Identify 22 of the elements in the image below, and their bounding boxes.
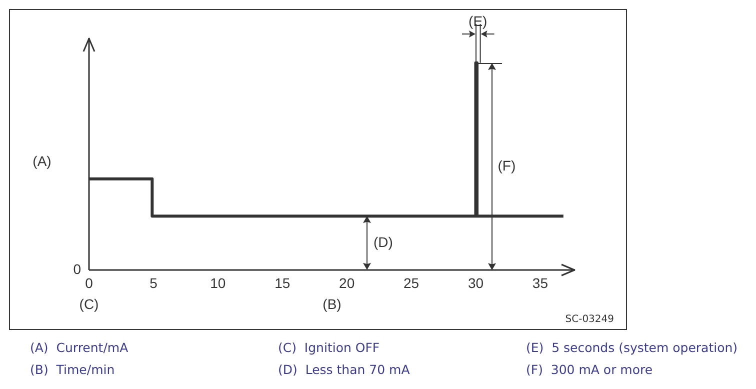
x-tick-label: 15 (274, 274, 290, 291)
x-tick-label: 5 (150, 274, 158, 291)
text: (D) Less than 70 mA (278, 362, 411, 379)
text: 0 (73, 260, 82, 277)
text: (E) 5 seconds (system operation) (526, 340, 739, 357)
text: (A) Current/mA (30, 340, 130, 357)
x-axis-title: (B) (322, 296, 342, 312)
text: (C) (79, 296, 99, 312)
text: (C) Ignition OFF (278, 340, 381, 357)
annotation: (F) (498, 157, 516, 174)
x-tick-label: 35 (532, 274, 548, 291)
x-tick-label: 20 (339, 274, 355, 291)
annotation: (E) (468, 12, 488, 29)
y-axis-title: (A) (32, 152, 52, 169)
x-tick-label: 25 (403, 274, 420, 291)
x-tick-label: 10 (210, 274, 226, 291)
text: (F) 300 mA or more (526, 362, 654, 379)
x-tick-label: 30 (468, 274, 484, 291)
text: (B) Time/min (30, 362, 116, 379)
x-tick-label: 0 (85, 274, 94, 291)
annotation: (D) (373, 234, 393, 250)
text: SC-03249 (565, 314, 614, 325)
